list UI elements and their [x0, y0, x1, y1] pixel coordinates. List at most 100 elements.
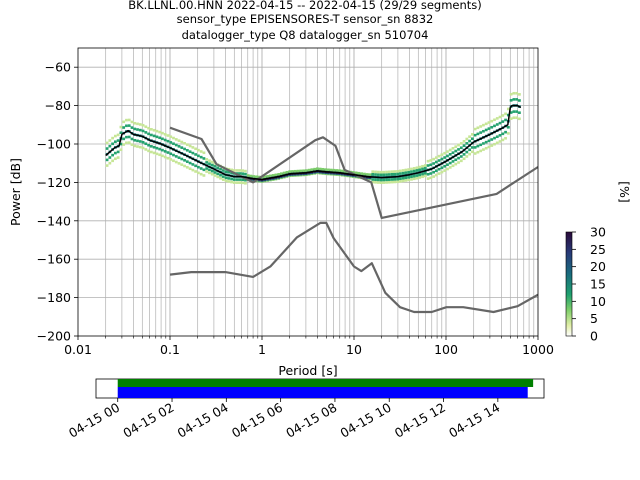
psd-bin [324, 168, 328, 171]
psd-bin [108, 156, 112, 159]
psd-bin [487, 139, 491, 143]
psd-bin [194, 164, 198, 168]
x-tick-label: 1000 [522, 342, 554, 357]
psd-bin [493, 124, 496, 128]
psd-bin [144, 125, 148, 129]
psd-bin [180, 157, 184, 161]
psd-bin [252, 175, 256, 178]
psd-bin [147, 126, 150, 130]
psd-bin [518, 99, 521, 102]
psd-bin [429, 163, 433, 167]
psd-bin [288, 170, 292, 173]
psd-bin [113, 140, 117, 144]
psd-bin [448, 148, 452, 152]
psd-bin [426, 159, 430, 163]
psd-bin [440, 166, 444, 170]
psd-bin [149, 133, 153, 137]
psd-bin [437, 167, 441, 171]
psd-bin [493, 118, 496, 122]
psd-bin [332, 168, 336, 172]
psd-bin [401, 171, 405, 175]
psd-bin [185, 166, 189, 169]
psd-bin [404, 168, 408, 172]
psd-bin [180, 146, 184, 149]
psd-bin [127, 118, 131, 122]
psd-bin [451, 147, 455, 150]
psd-bin [244, 181, 247, 185]
psd-bin [448, 161, 452, 165]
psd-bin [407, 168, 411, 171]
psd-bin [479, 131, 483, 134]
psd-bin [457, 161, 460, 164]
psd-bin [152, 134, 156, 138]
psd-bin [437, 154, 441, 158]
psd-bin [274, 173, 278, 177]
psd-bin [518, 93, 521, 96]
psd-bin [446, 154, 449, 158]
psd-bin [412, 177, 416, 181]
psd-bin [465, 150, 469, 154]
psd-bin [401, 176, 405, 180]
psd-bin [177, 156, 181, 159]
psd-bin [230, 177, 233, 181]
psd-bin [244, 169, 247, 173]
psd-bin [432, 170, 436, 174]
psd-bin [155, 152, 159, 156]
psd-bin [138, 140, 142, 143]
psd-bin [459, 146, 463, 150]
x-tick-label: 0.1 [160, 342, 180, 357]
psd-bin [144, 131, 148, 134]
y-axis-label: Power [dB] [8, 158, 23, 226]
psd-bin [390, 180, 394, 184]
psd-bin [512, 98, 516, 101]
psd-bin [235, 169, 239, 172]
psd-bin [459, 142, 463, 145]
psd-bin [410, 178, 413, 181]
psd-bin [365, 173, 369, 176]
psd-bin [302, 169, 305, 173]
psd-bin [482, 123, 485, 127]
psd-bin [194, 170, 198, 173]
psd-bin [318, 167, 322, 171]
psd-bin [515, 91, 519, 95]
psd-bin [476, 150, 480, 154]
psd-bin [141, 123, 145, 127]
psd-bin [465, 155, 469, 158]
psd-bin [183, 159, 186, 162]
psd-bin [149, 145, 153, 148]
psd-bin [443, 151, 447, 155]
psd-bin [244, 172, 247, 176]
psd-bin [454, 145, 458, 148]
psd-bin [393, 180, 397, 184]
psd-bin [136, 145, 139, 148]
psd-bin [177, 145, 181, 148]
figure-title: BK.LLNL.00.HNN 2022-04-15 -- 2022-04-15 … [128, 0, 482, 42]
psd-bin [238, 169, 242, 172]
psd-bin [149, 128, 153, 131]
psd-bin [498, 121, 502, 125]
psd-bin [113, 134, 117, 138]
psd-bin [382, 178, 386, 182]
psd-bin [307, 168, 311, 172]
psd-bin [125, 124, 128, 128]
psd-bin [133, 127, 137, 131]
psd-bin [401, 179, 405, 183]
psd-bin [390, 178, 394, 181]
psd-bin [161, 131, 164, 135]
psd-bin [476, 126, 480, 130]
psd-bin [241, 181, 245, 185]
psd-bin [418, 168, 422, 171]
psd-bin [435, 173, 438, 177]
psd-bin [451, 164, 455, 168]
psd-bin [219, 176, 222, 180]
psd-bin [371, 170, 375, 173]
x-tick-label: 100 [434, 342, 458, 357]
psd-bin [423, 174, 427, 178]
psd-bin [210, 163, 214, 167]
psd-bin [163, 155, 167, 159]
psd-bin [147, 132, 150, 136]
psd-bin [105, 141, 109, 145]
psd-bin [174, 143, 178, 147]
psd-bin [407, 178, 411, 182]
psd-bin [501, 138, 505, 142]
